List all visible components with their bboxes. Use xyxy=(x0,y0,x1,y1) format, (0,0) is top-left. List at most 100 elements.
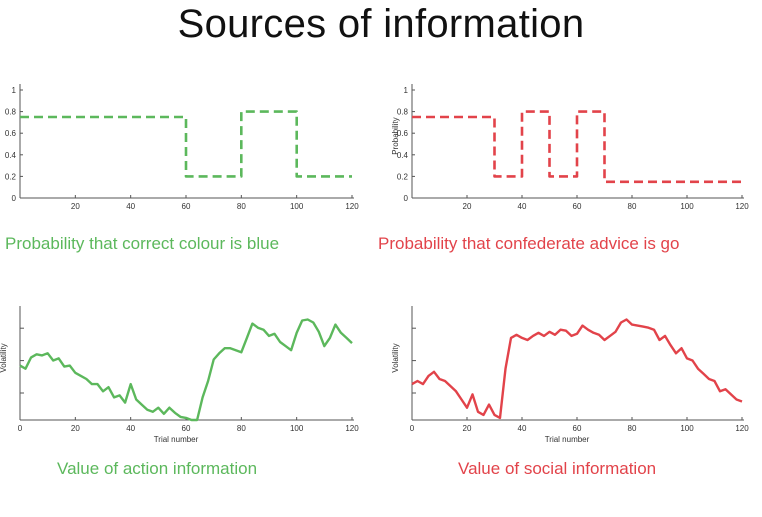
data-point xyxy=(296,176,297,177)
data-point xyxy=(19,365,20,366)
x-tick-label: 120 xyxy=(345,424,359,433)
data-point xyxy=(224,348,225,349)
data-point xyxy=(185,116,186,117)
data-point xyxy=(53,360,54,361)
data-point xyxy=(741,401,742,402)
data-point xyxy=(488,404,489,405)
data-point xyxy=(191,419,192,420)
data-point xyxy=(653,329,654,330)
data-point xyxy=(80,375,81,376)
data-point xyxy=(147,409,148,410)
data-point xyxy=(576,176,577,177)
data-point xyxy=(417,380,418,381)
data-point xyxy=(648,327,649,328)
data-point xyxy=(158,407,159,408)
data-point xyxy=(455,391,456,392)
data-point xyxy=(543,335,544,336)
data-point xyxy=(582,325,583,326)
data-point xyxy=(136,399,137,400)
data-point xyxy=(565,330,566,331)
data-point xyxy=(686,358,687,359)
x-tick-label: 80 xyxy=(237,202,246,211)
y-tick-label: 0 xyxy=(12,194,17,203)
data-point xyxy=(241,352,242,353)
data-point xyxy=(230,348,231,349)
y-axis-label: Probability xyxy=(391,117,400,154)
data-point xyxy=(411,116,412,117)
x-tick-label: 40 xyxy=(518,202,527,211)
data-point xyxy=(102,391,103,392)
data-point xyxy=(411,383,412,384)
data-point xyxy=(279,341,280,342)
x-tick-label: 120 xyxy=(345,202,359,211)
data-point xyxy=(351,176,352,177)
data-point xyxy=(64,366,65,367)
caption-social-information: Value of social information xyxy=(458,459,657,478)
data-point xyxy=(521,176,522,177)
x-tick-label: 20 xyxy=(71,424,80,433)
x-tick-label: 80 xyxy=(628,424,637,433)
data-point xyxy=(527,339,528,340)
data-point xyxy=(604,339,605,340)
data-point xyxy=(213,359,214,360)
data-point xyxy=(587,329,588,330)
data-point xyxy=(108,387,109,388)
x-axis-label: Trial number xyxy=(154,435,199,444)
data-point xyxy=(324,346,325,347)
data-point xyxy=(637,325,638,326)
data-point xyxy=(659,339,660,340)
x-tick-label: 40 xyxy=(126,424,135,433)
data-point xyxy=(69,365,70,366)
data-point xyxy=(450,386,451,387)
data-point xyxy=(626,319,627,320)
caption-confederate-probability: Probability that confederate advice is g… xyxy=(378,234,680,253)
data-point xyxy=(335,324,336,325)
data-point xyxy=(428,375,429,376)
data-point xyxy=(725,389,726,390)
data-point xyxy=(30,357,31,358)
data-point xyxy=(263,329,264,330)
data-point xyxy=(91,383,92,384)
data-point xyxy=(296,111,297,112)
data-point xyxy=(675,353,676,354)
y-tick-label: 0.8 xyxy=(397,108,409,117)
data-point xyxy=(241,176,242,177)
y-tick-label: 0.8 xyxy=(5,108,17,117)
data-point xyxy=(169,407,170,408)
data-point xyxy=(268,335,269,336)
data-point xyxy=(252,323,253,324)
data-point xyxy=(351,342,352,343)
data-point xyxy=(598,334,599,335)
x-tick-label: 100 xyxy=(680,424,694,433)
series-line-0 xyxy=(20,110,352,178)
data-point xyxy=(461,399,462,400)
data-point xyxy=(285,346,286,347)
data-point xyxy=(185,417,186,418)
data-point xyxy=(19,116,20,117)
x-tick-label: 100 xyxy=(290,424,304,433)
data-point xyxy=(433,371,434,372)
data-point xyxy=(549,331,550,332)
data-point xyxy=(296,332,297,333)
data-point xyxy=(494,116,495,117)
data-point xyxy=(741,181,742,182)
data-point xyxy=(130,383,131,384)
data-point xyxy=(174,412,175,413)
data-point xyxy=(235,350,236,351)
data-point xyxy=(274,333,275,334)
data-point xyxy=(329,337,330,338)
y-tick-label: 0.4 xyxy=(397,151,409,160)
data-point xyxy=(291,350,292,351)
data-point xyxy=(42,355,43,356)
y-axis-label: Volatility xyxy=(391,343,400,372)
data-point xyxy=(97,383,98,384)
y-tick-label: 0.4 xyxy=(5,151,17,160)
series-line-0 xyxy=(19,318,353,422)
data-point xyxy=(730,394,731,395)
data-point xyxy=(631,324,632,325)
y-axis-label: Volatility xyxy=(0,343,8,372)
data-point xyxy=(615,331,616,332)
chart-panel-3: 0 20 40 60 80 100 120 Trial number Volatility xyxy=(391,306,749,444)
